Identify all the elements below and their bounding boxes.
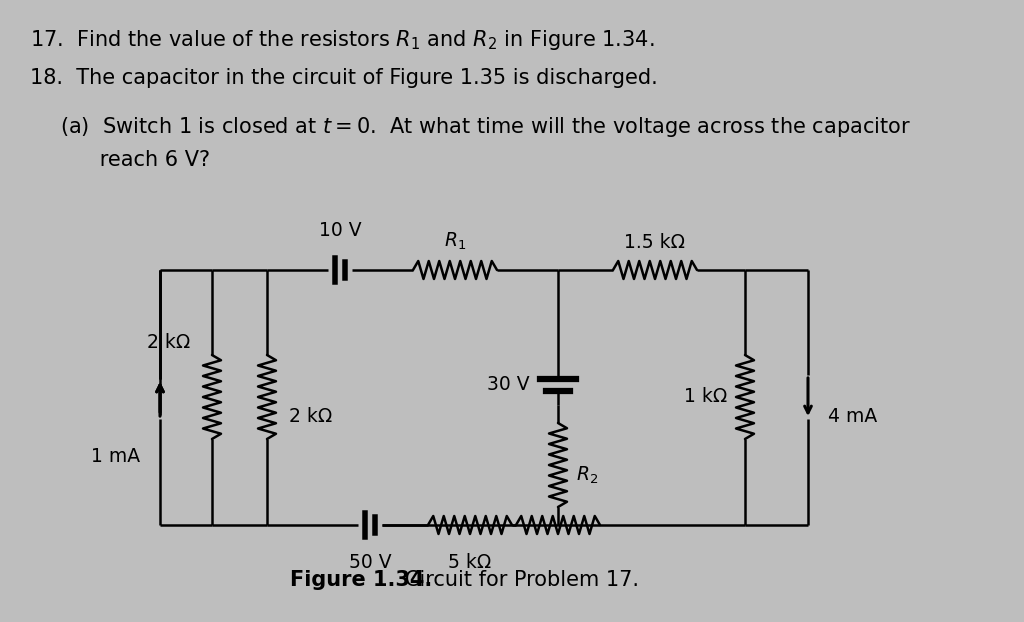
Text: Figure 1.34.: Figure 1.34. xyxy=(290,570,432,590)
Text: 30 V: 30 V xyxy=(487,376,530,394)
Text: 2 kΩ: 2 kΩ xyxy=(146,333,190,351)
Text: 5 kΩ: 5 kΩ xyxy=(449,553,492,572)
Text: 10 V: 10 V xyxy=(318,221,361,240)
Text: $R_1$: $R_1$ xyxy=(444,231,466,252)
Text: 50 V: 50 V xyxy=(349,553,391,572)
Text: 4 mA: 4 mA xyxy=(828,407,878,427)
Text: 1 mA: 1 mA xyxy=(91,447,140,466)
Text: $R_2$: $R_2$ xyxy=(575,465,598,486)
Text: 18.  The capacitor in the circuit of Figure 1.35 is discharged.: 18. The capacitor in the circuit of Figu… xyxy=(30,68,657,88)
Text: Circuit for Problem 17.: Circuit for Problem 17. xyxy=(385,570,639,590)
Text: 2 kΩ: 2 kΩ xyxy=(289,407,332,427)
Text: reach 6 V?: reach 6 V? xyxy=(60,150,210,170)
Text: 17.  Find the value of the resistors $R_1$ and $R_2$ in Figure 1.34.: 17. Find the value of the resistors $R_1… xyxy=(30,28,654,52)
Text: 1.5 kΩ: 1.5 kΩ xyxy=(625,233,685,252)
Text: (a)  Switch 1 is closed at $t = 0$.  At what time will the voltage across the ca: (a) Switch 1 is closed at $t = 0$. At wh… xyxy=(60,115,911,139)
Text: 1 kΩ: 1 kΩ xyxy=(684,388,727,407)
